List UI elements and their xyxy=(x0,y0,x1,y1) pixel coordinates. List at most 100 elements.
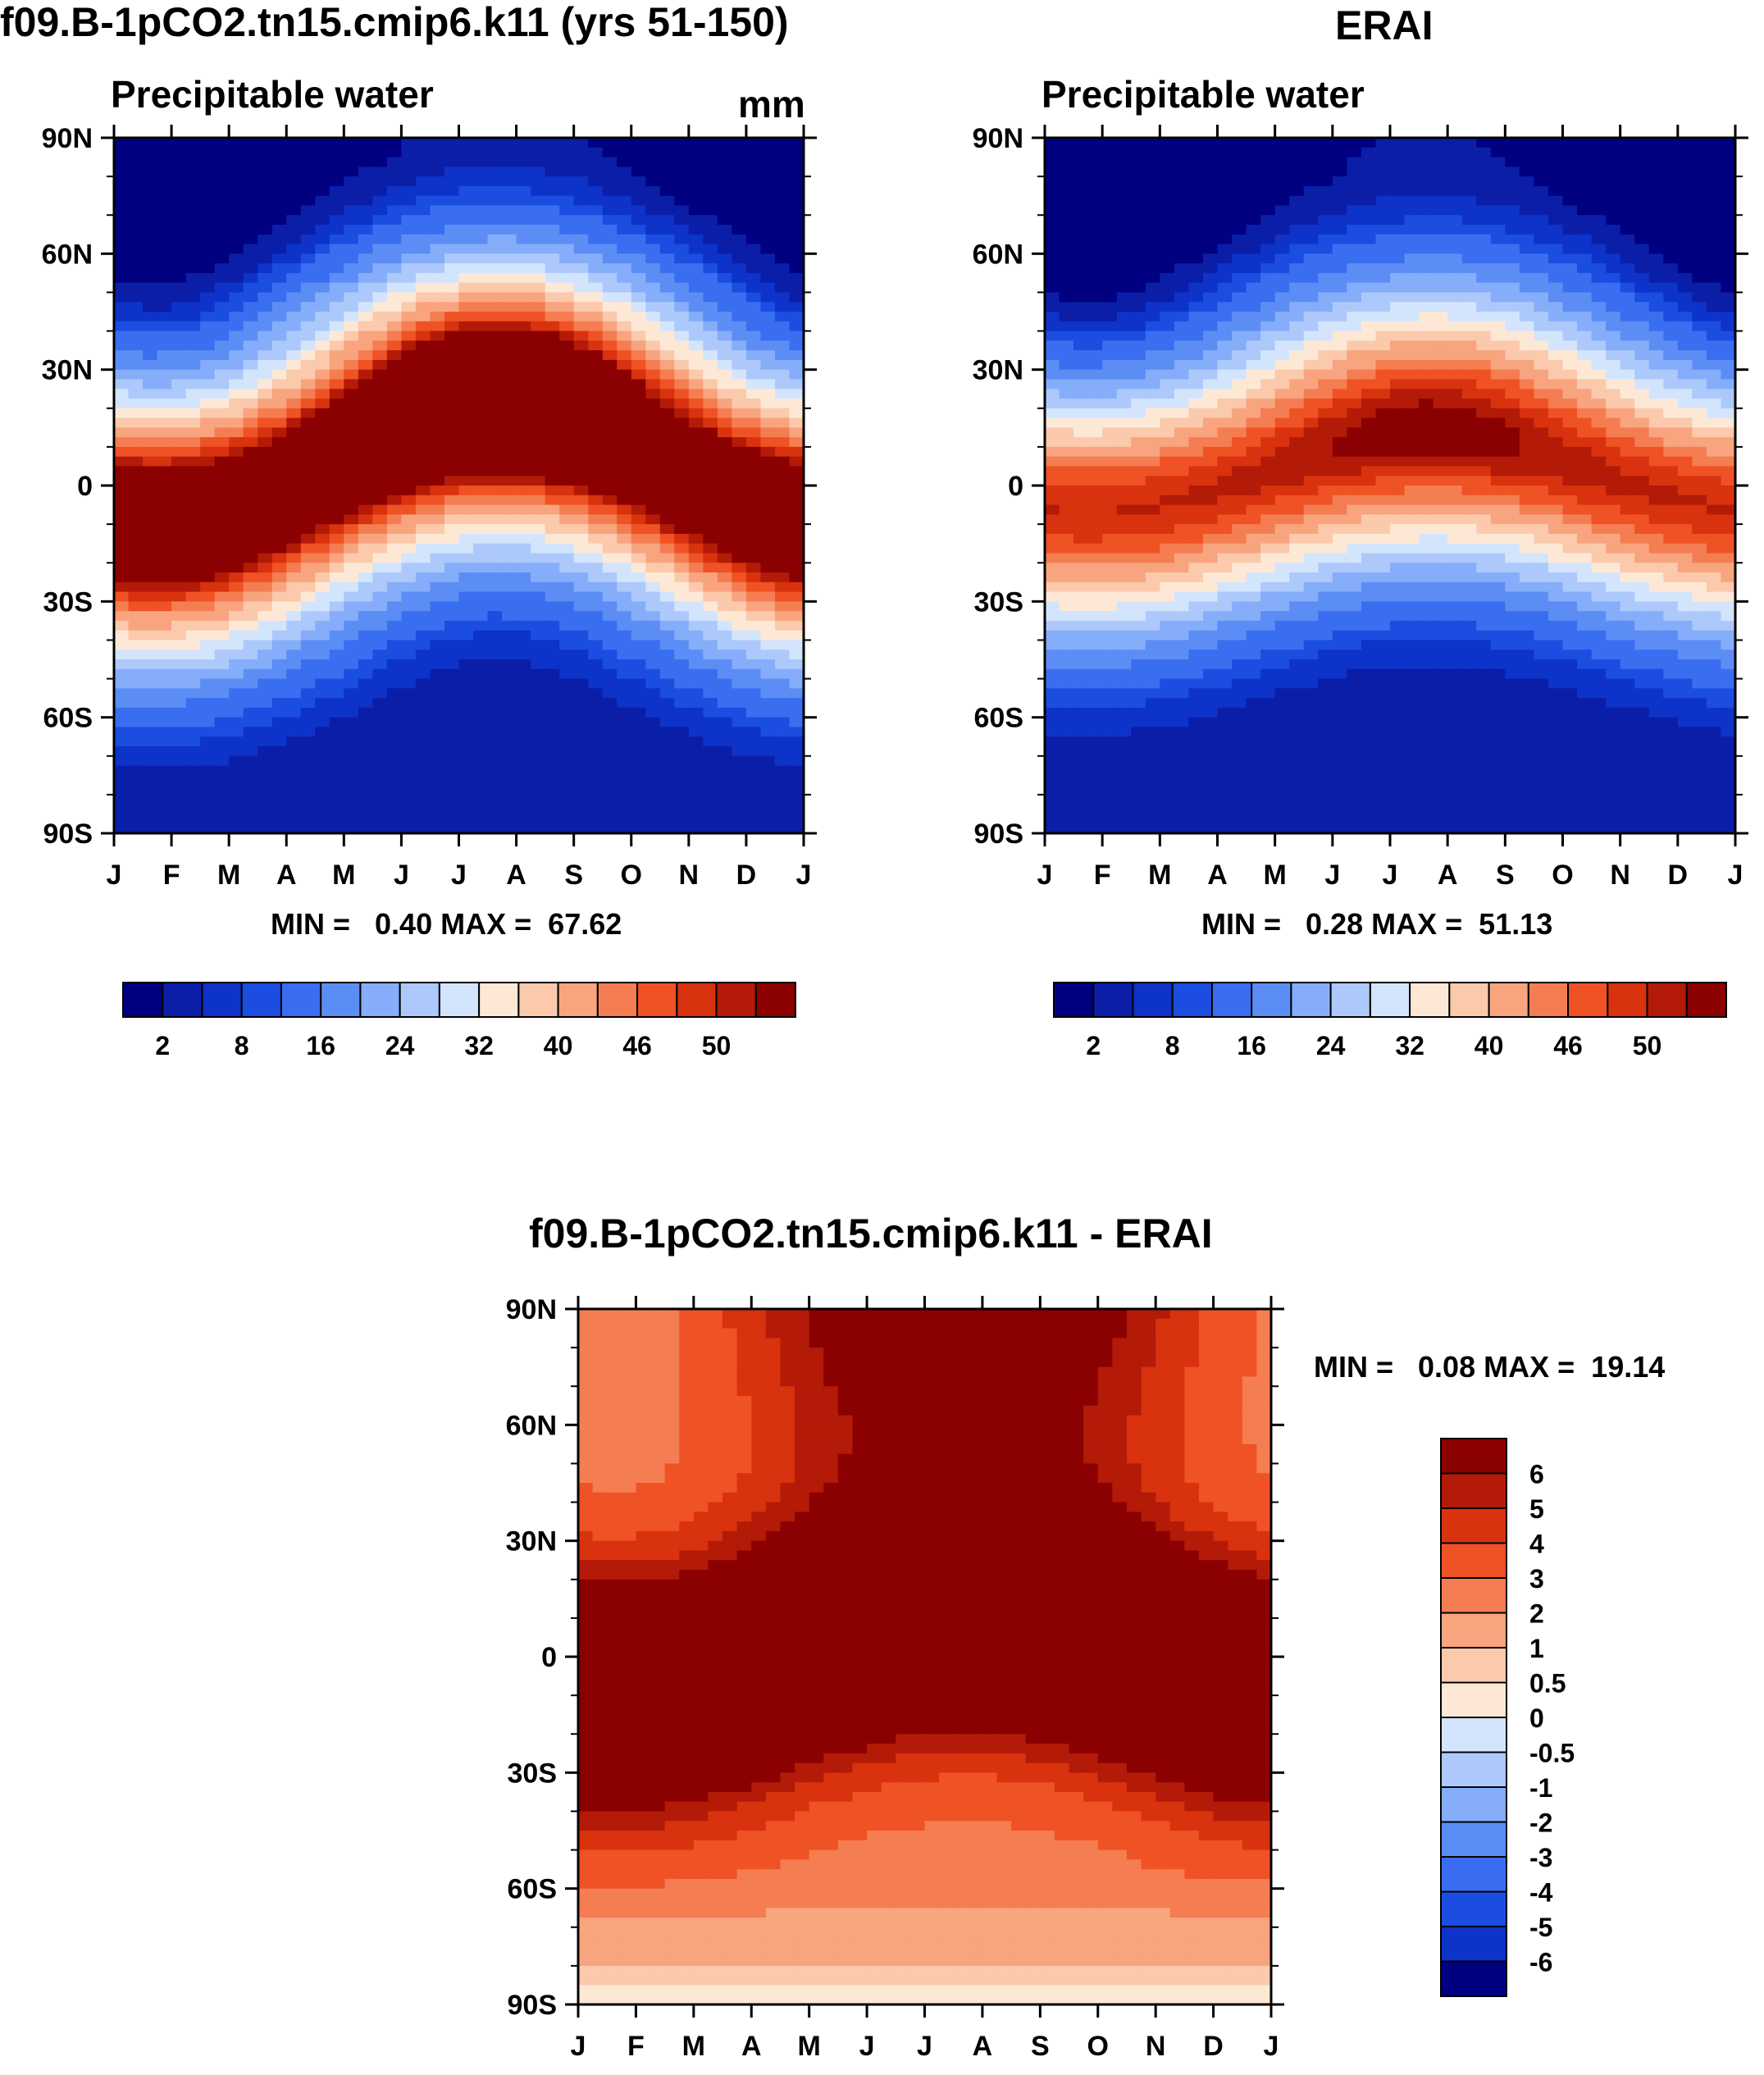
heatmap-cell xyxy=(1461,166,1478,178)
heatmap-cell xyxy=(760,321,776,332)
heatmap-cell xyxy=(760,823,776,833)
heatmap-cell xyxy=(258,147,273,158)
heatmap-cell xyxy=(732,581,747,593)
heatmap-cell xyxy=(688,581,704,593)
heatmap-cell xyxy=(516,321,531,332)
heatmap-cell xyxy=(732,446,747,458)
heatmap-cell xyxy=(1318,389,1333,399)
heatmap-cell xyxy=(258,765,273,777)
heatmap-cell xyxy=(1332,408,1348,419)
heatmap-cell xyxy=(1447,147,1463,158)
heatmap-cell xyxy=(1706,389,1722,399)
heatmap-cell xyxy=(688,166,704,178)
heatmap-cell xyxy=(243,263,259,274)
heatmap-cell xyxy=(458,195,474,207)
heatmap-cell xyxy=(1648,157,1665,168)
heatmap-cell xyxy=(545,668,561,680)
heatmap-cell xyxy=(631,157,647,168)
heatmap-cell xyxy=(286,225,302,235)
heatmap-cell xyxy=(688,678,704,690)
heatmap-cell xyxy=(1246,321,1262,332)
heatmap-cell xyxy=(1591,166,1607,178)
heatmap-cell xyxy=(315,823,330,833)
heatmap-cell xyxy=(588,630,604,641)
heatmap-cell xyxy=(271,698,288,709)
heatmap-cell xyxy=(1361,225,1377,235)
heatmap-cell xyxy=(1289,379,1305,390)
heatmap-cell xyxy=(157,321,172,332)
heatmap-cell xyxy=(703,659,718,670)
heatmap-cell xyxy=(143,504,158,516)
heatmap-cell xyxy=(1188,399,1204,409)
heatmap-cell xyxy=(1073,225,1089,235)
heatmap-cell xyxy=(329,794,345,805)
heatmap-cell xyxy=(430,215,445,226)
heatmap-cell xyxy=(1663,302,1679,312)
heatmap-cell xyxy=(531,437,546,448)
heatmap-cell xyxy=(128,408,144,419)
heatmap-cell xyxy=(1677,234,1693,245)
heatmap-cell xyxy=(531,514,546,526)
heatmap-cell xyxy=(745,244,762,255)
heatmap-cell xyxy=(573,331,590,342)
heatmap-cell xyxy=(1087,399,1104,409)
heatmap-cell xyxy=(458,185,474,197)
heatmap-cell xyxy=(358,611,374,622)
heatmap-cell xyxy=(114,147,130,158)
heatmap-cell xyxy=(1274,321,1291,332)
heatmap-cell xyxy=(659,543,676,554)
heatmap-cell xyxy=(344,195,359,207)
heatmap-cell xyxy=(1476,302,1492,312)
heatmap-cell xyxy=(789,707,804,718)
heatmap-cell xyxy=(258,466,273,477)
heatmap-cell xyxy=(401,292,417,303)
heatmap-cell xyxy=(458,611,474,622)
heatmap-cell xyxy=(760,727,776,738)
heatmap-cell xyxy=(372,138,388,148)
heatmap-cell xyxy=(401,775,417,787)
heatmap-cell xyxy=(344,244,359,255)
heatmap-cell xyxy=(143,185,158,197)
heatmap-cell xyxy=(286,804,302,815)
heatmap-cell xyxy=(286,244,302,255)
heatmap-cell xyxy=(128,417,144,429)
heatmap-cell xyxy=(258,504,273,516)
heatmap-cell xyxy=(1102,195,1118,207)
right-min-value: 0.28 xyxy=(1306,907,1364,941)
heatmap-cell xyxy=(386,399,403,409)
heatmap-cell xyxy=(645,495,661,506)
heatmap-cell xyxy=(329,698,345,709)
heatmap-cell xyxy=(573,244,590,255)
heatmap-cell xyxy=(185,321,202,332)
heatmap-cell xyxy=(502,292,517,303)
heatmap-cell xyxy=(1145,417,1161,429)
heatmap-cell xyxy=(473,446,489,458)
heatmap-cell xyxy=(458,668,474,680)
heatmap-cell xyxy=(1087,379,1104,390)
heatmap-cell xyxy=(401,234,417,245)
heatmap-cell xyxy=(617,678,632,690)
heatmap-cell xyxy=(745,369,762,381)
heatmap-cell xyxy=(774,427,791,439)
heatmap-cell xyxy=(1246,350,1262,361)
heatmap-cell xyxy=(1721,263,1735,274)
heatmap-cell xyxy=(1059,321,1074,332)
heatmap-cell xyxy=(732,340,747,352)
heatmap-cell xyxy=(531,302,546,312)
heatmap-cell xyxy=(372,321,388,332)
heatmap-cell xyxy=(171,176,187,187)
heatmap-cell xyxy=(128,794,144,805)
heatmap-cell xyxy=(358,417,374,429)
heatmap-cell xyxy=(286,553,302,564)
heatmap-cell xyxy=(1045,379,1060,390)
heatmap-cell xyxy=(1404,359,1420,371)
heatmap-cell xyxy=(444,688,460,700)
heatmap-cell xyxy=(315,176,330,187)
heatmap-cell xyxy=(1116,195,1133,207)
heatmap-cell xyxy=(1073,350,1089,361)
heatmap-cell xyxy=(774,359,791,371)
heatmap-cell xyxy=(1087,437,1104,448)
heatmap-cell xyxy=(1692,408,1707,419)
heatmap-cell xyxy=(315,215,330,226)
heatmap-cell xyxy=(1202,417,1219,429)
